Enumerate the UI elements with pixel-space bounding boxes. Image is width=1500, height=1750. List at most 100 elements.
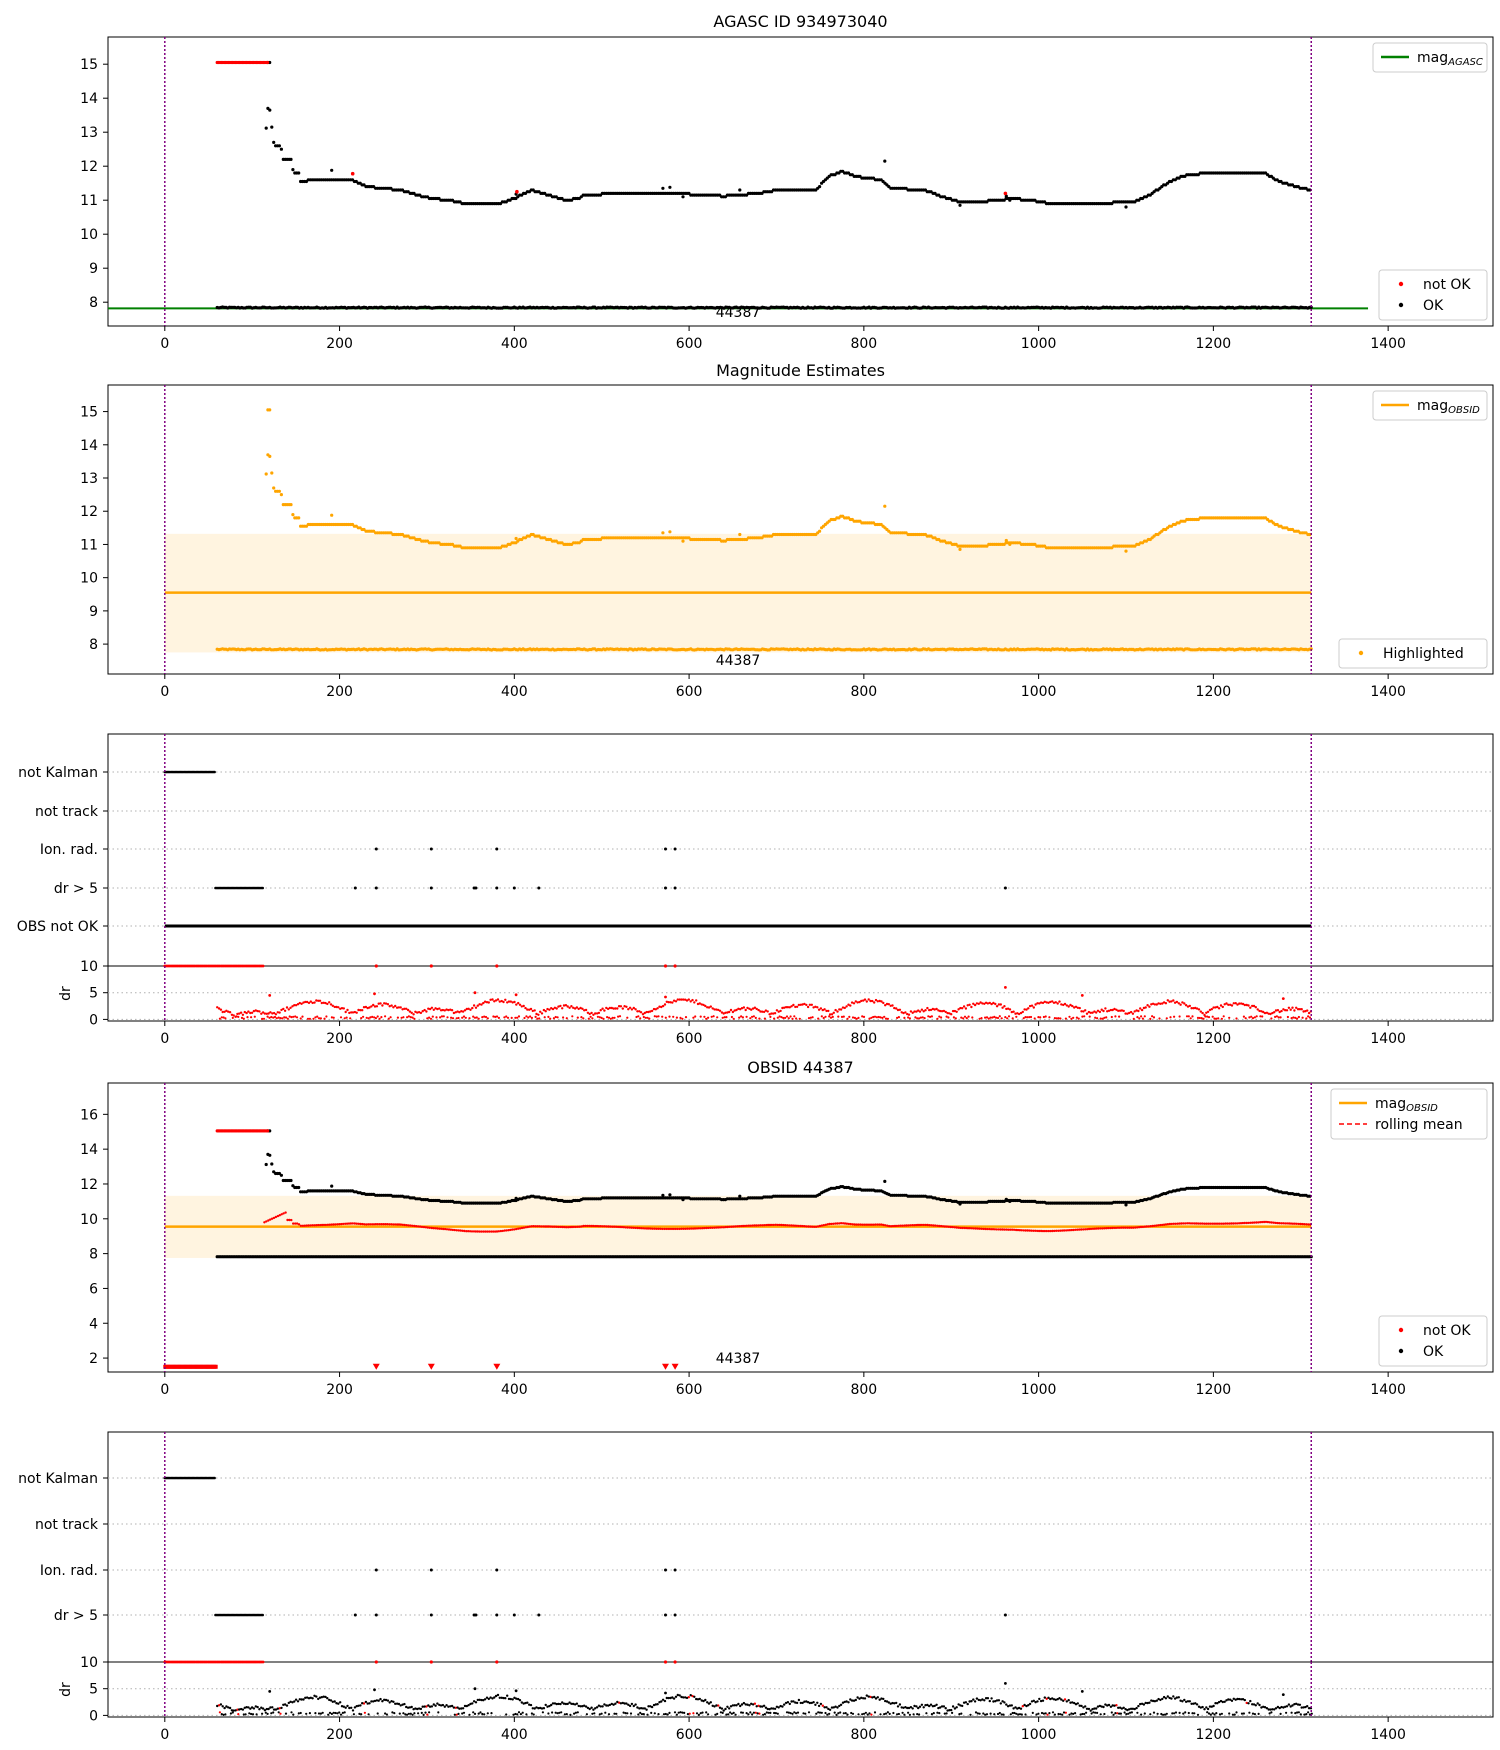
data-point xyxy=(784,1016,787,1020)
data-point xyxy=(450,1009,454,1012)
data-point xyxy=(224,1017,227,1020)
data-point xyxy=(396,1016,399,1019)
data-point xyxy=(806,1005,810,1009)
y-tick-label: 10 xyxy=(80,1212,98,1228)
data-point xyxy=(279,1173,283,1177)
data-point xyxy=(965,1017,968,1020)
data-point xyxy=(380,1016,383,1019)
data-point xyxy=(958,1202,962,1206)
legend-marker xyxy=(1358,650,1364,656)
data-point xyxy=(495,886,499,890)
data-point xyxy=(1122,1009,1125,1013)
data-point xyxy=(1059,1017,1062,1020)
data-point xyxy=(527,1016,530,1019)
data-point xyxy=(603,1009,606,1012)
data-point xyxy=(289,1178,293,1183)
data-point xyxy=(419,1011,423,1015)
data-point xyxy=(769,1015,772,1019)
data-point xyxy=(386,1003,390,1006)
data-point xyxy=(510,1016,513,1020)
data-point xyxy=(570,1005,573,1008)
data-point xyxy=(653,1015,656,1018)
x-tick-label: 1000 xyxy=(1021,336,1057,352)
data-point xyxy=(828,1015,831,1018)
data-point xyxy=(384,1015,387,1018)
data-point xyxy=(773,1012,777,1015)
data-point xyxy=(664,995,667,999)
flag-label: not Kalman xyxy=(18,765,98,781)
data-point xyxy=(962,1017,965,1020)
data-point xyxy=(1217,1017,1220,1020)
data-point xyxy=(718,1009,722,1012)
data-point xyxy=(406,1008,410,1012)
data-point xyxy=(921,1016,924,1019)
data-point xyxy=(462,1015,466,1018)
data-point xyxy=(661,1193,665,1197)
x-tick-label: 800 xyxy=(850,684,877,700)
data-point xyxy=(1301,1016,1304,1019)
data-point xyxy=(1003,886,1007,890)
data-point xyxy=(1124,549,1128,553)
data-point xyxy=(1273,1011,1276,1014)
data-point xyxy=(275,1017,278,1020)
data-point xyxy=(883,1179,887,1183)
data-point xyxy=(1078,1006,1081,1010)
panel-magnitude-estimates-frame xyxy=(107,384,1494,675)
data-point xyxy=(1244,1017,1247,1020)
data-point xyxy=(1004,1197,1008,1201)
data-point xyxy=(897,1016,901,1019)
panel-obsid: 0 200 400 600 800 1000 1200 1400246810121416443… xyxy=(80,1082,1494,1398)
data-point xyxy=(274,1013,278,1016)
data-point xyxy=(266,453,270,457)
data-point xyxy=(968,1003,971,1006)
data-point xyxy=(729,1008,733,1012)
data-point xyxy=(219,1008,223,1011)
data-point xyxy=(712,1015,715,1018)
y-tick-label: 8 xyxy=(89,637,98,653)
data-point xyxy=(1015,1015,1018,1018)
data-point xyxy=(887,1003,890,1006)
data-point xyxy=(918,1010,922,1013)
data-point xyxy=(1280,1009,1283,1013)
data-point xyxy=(539,1010,542,1013)
data-point xyxy=(241,1013,245,1016)
data-point xyxy=(672,1015,675,1018)
data-point xyxy=(429,1017,433,1020)
data-point xyxy=(873,1015,877,1018)
not-ok-points-isolated xyxy=(350,171,1008,196)
y-tick-label: 9 xyxy=(89,604,98,620)
data-point xyxy=(1114,1015,1117,1018)
data-point xyxy=(673,886,677,890)
data-point xyxy=(376,1015,379,1018)
data-point xyxy=(435,1016,438,1019)
x-tick-label: 600 xyxy=(676,1031,703,1047)
y-tick-label: 8 xyxy=(89,1247,98,1263)
data-point xyxy=(266,106,270,110)
data-point xyxy=(316,1015,319,1018)
flag-points xyxy=(163,770,1007,890)
data-point xyxy=(1206,1010,1210,1013)
data-point xyxy=(284,1211,287,1214)
data-point xyxy=(789,1015,792,1018)
data-point xyxy=(591,1017,594,1020)
data-point xyxy=(360,1017,363,1020)
x-tick-label: 1200 xyxy=(1196,684,1232,700)
data-point xyxy=(964,1007,968,1010)
data-point xyxy=(1307,1011,1311,1015)
data-point xyxy=(664,847,667,851)
data-point xyxy=(301,1015,304,1018)
x-tick-label: 800 xyxy=(850,1031,877,1047)
data-point xyxy=(663,1003,667,1006)
data-point xyxy=(261,1017,264,1021)
obsid-label: 44387 xyxy=(716,305,761,321)
data-point xyxy=(817,1017,820,1020)
data-point xyxy=(961,1007,964,1010)
data-point xyxy=(582,1017,585,1020)
data-point xyxy=(1138,1017,1141,1020)
flag-label: dr > 5 xyxy=(54,881,98,897)
data-point xyxy=(952,1016,956,1019)
data-point xyxy=(1285,1009,1289,1012)
data-point xyxy=(930,1015,934,1018)
data-point xyxy=(1286,1015,1289,1019)
